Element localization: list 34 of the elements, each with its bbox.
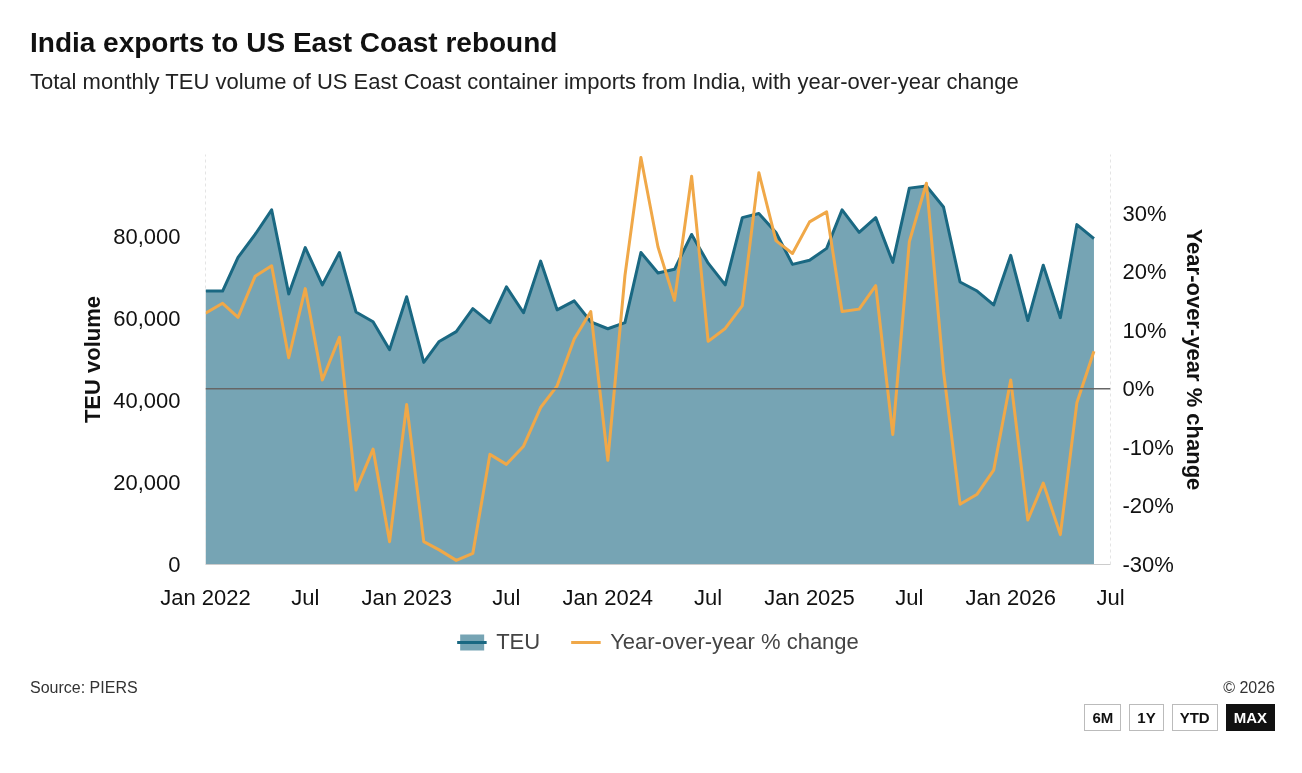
y2-tick-label: 10% — [1122, 317, 1167, 343]
x-tick-label: Jul — [291, 584, 320, 610]
text: MAX — [1225, 704, 1275, 731]
text: © 2026 — [1223, 678, 1275, 698]
x-tick-label: Jul — [492, 584, 521, 610]
x-tick-label: Jul — [694, 584, 723, 610]
y2-tick-label: 20% — [1122, 259, 1167, 285]
legend-label: Year-over-year % change — [610, 629, 859, 655]
x-tick-label: Jan 2022 — [160, 584, 251, 610]
y-tick-label: 60,000 — [113, 306, 181, 331]
y-tick-label: 0 — [168, 552, 181, 577]
x-tick-label: Jan 2025 — [764, 584, 855, 610]
text: YTD — [1171, 704, 1218, 731]
x-tick-label: Jan 2024 — [562, 584, 654, 610]
text: 1Y — [1129, 704, 1164, 731]
legend-label: TEU — [496, 629, 541, 655]
x-tick-label: Jul — [1096, 584, 1125, 610]
y2-tick-label: -30% — [1122, 552, 1174, 577]
y-tick-label: 40,000 — [113, 388, 181, 413]
source-note: Source: PIERS — [30, 678, 138, 698]
x-tick-label: Jul — [895, 584, 924, 610]
x-tick-label: Jan 2023 — [361, 584, 452, 610]
y2-tick-label: 30% — [1122, 200, 1167, 226]
x-tick-label: Jan 2026 — [965, 584, 1057, 610]
y2-tick-label: 0% — [1122, 376, 1155, 402]
y2-axis-title: Year-over-year % change — [1181, 228, 1207, 491]
chart-subtitle: Total monthly TEU volume of US East Coast container imports from India, with year-over-year change — [30, 68, 1019, 96]
chart-title: India exports to US East Coast rebound — [30, 26, 558, 60]
y-axis-title: TEU volume — [80, 295, 106, 424]
text: 6M — [1084, 704, 1122, 731]
y-tick-label: 80,000 — [113, 224, 181, 249]
y-tick-label: 20,000 — [113, 470, 181, 495]
y2-tick-label: -20% — [1122, 493, 1174, 519]
y2-tick-label: -10% — [1122, 434, 1174, 460]
